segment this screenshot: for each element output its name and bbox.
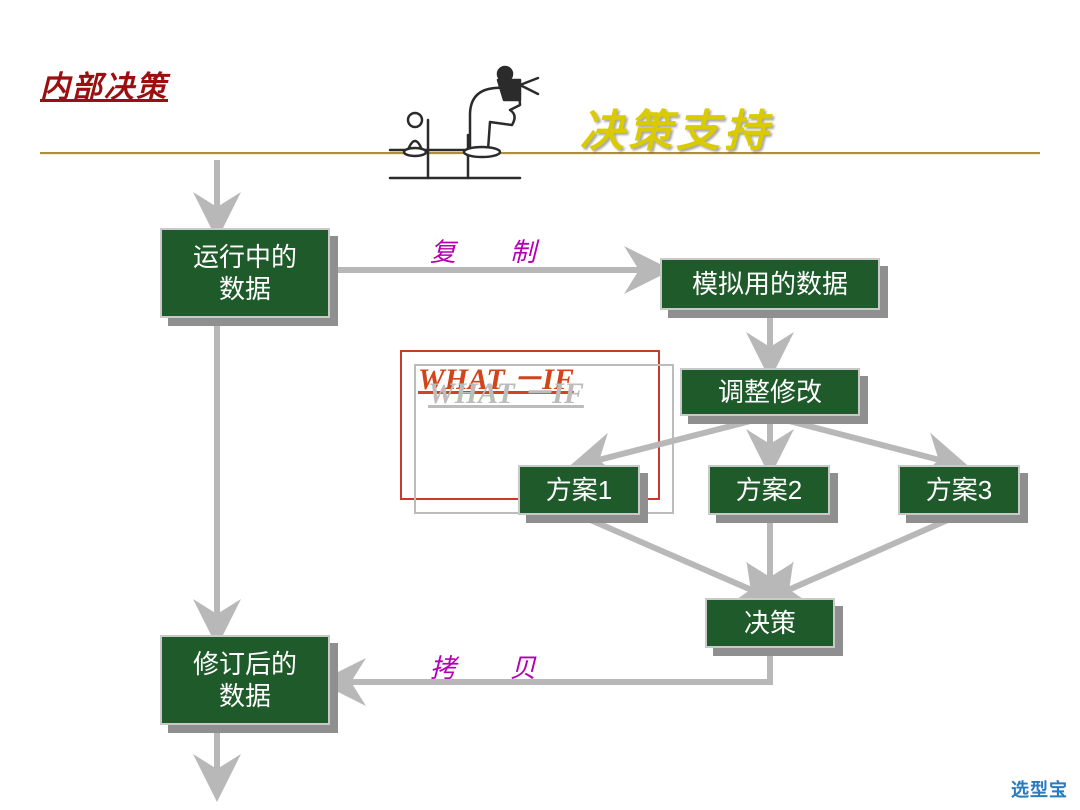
node-plan2: 方案2	[708, 465, 830, 515]
node-decision: 决策	[705, 598, 835, 648]
node-adjust: 调整修改	[680, 368, 860, 416]
watermark: 选型宝	[1011, 776, 1068, 802]
diagram-stage: 内部决策 决策支持	[0, 0, 1080, 810]
node-plan3: 方案3	[898, 465, 1020, 515]
main-title: 决策支持	[580, 95, 772, 159]
node-sim_data: 模拟用的数据	[660, 258, 880, 310]
edge	[579, 515, 770, 598]
edge-label-copy: 复 制	[430, 232, 550, 269]
edge-label-paste: 拷 贝	[430, 648, 550, 685]
node-plan1: 方案1	[518, 465, 640, 515]
node-running_data: 运行中的 数据	[160, 228, 330, 318]
whatif-label-front: WHAT －IF	[428, 368, 584, 412]
corner-title: 内部决策	[40, 62, 168, 106]
edge	[770, 515, 959, 598]
chess-icon	[370, 60, 550, 195]
node-revised_data: 修订后的 数据	[160, 635, 330, 725]
